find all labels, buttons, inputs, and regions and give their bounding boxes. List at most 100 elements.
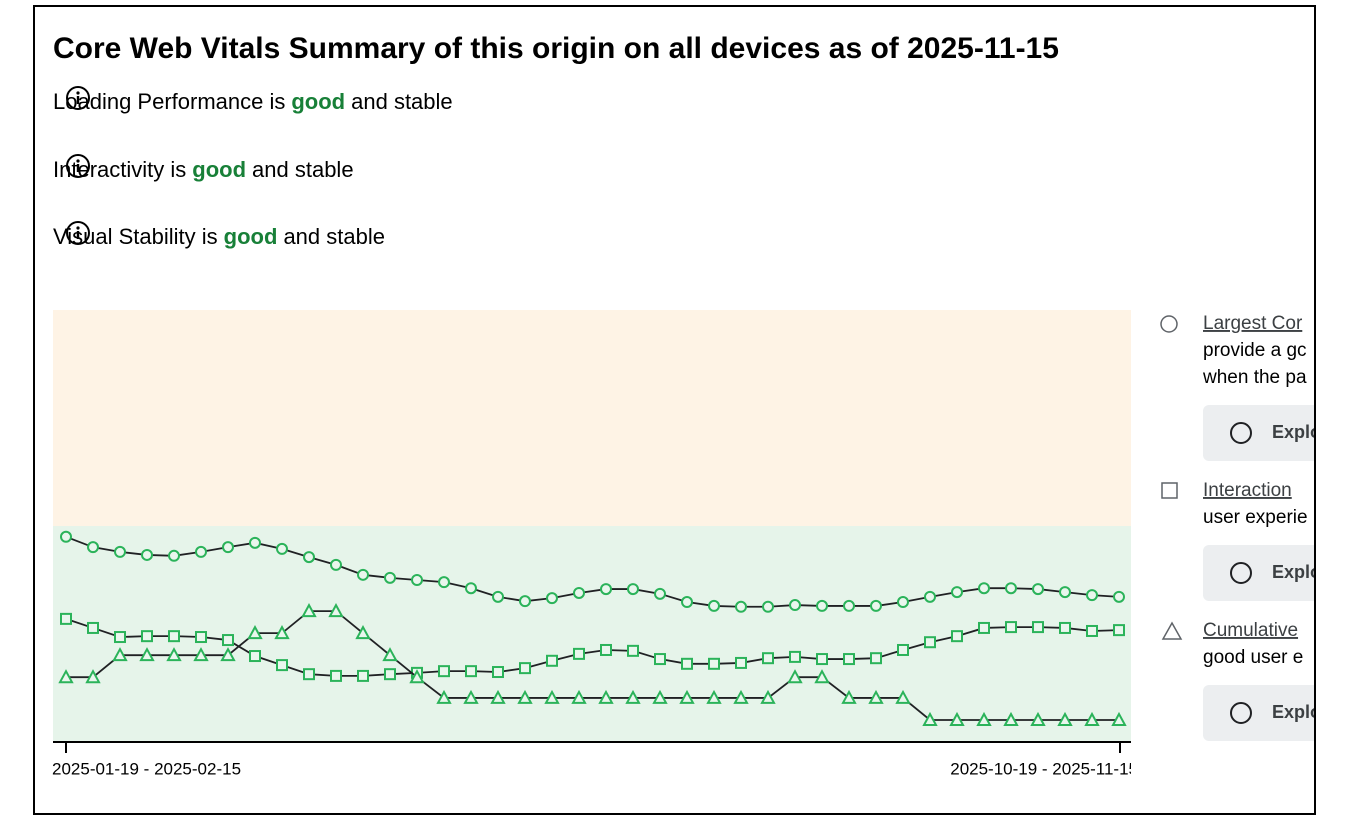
data-point xyxy=(1111,711,1127,726)
data-point xyxy=(1003,711,1019,726)
data-point xyxy=(1086,624,1098,637)
status-text: and stable xyxy=(283,224,385,249)
data-point xyxy=(60,612,72,625)
data-point xyxy=(951,630,963,643)
data-point xyxy=(870,599,882,612)
threshold-band xyxy=(53,526,1131,742)
button-label: Explo xyxy=(1272,702,1316,722)
series xyxy=(60,612,1125,682)
status-text: Visual Stability is xyxy=(53,224,218,249)
series xyxy=(60,530,1125,613)
data-point xyxy=(843,599,855,612)
legend-icon xyxy=(1161,482,1178,499)
button-label: Explo xyxy=(1272,422,1316,442)
data-point xyxy=(193,647,209,662)
data-point xyxy=(600,643,612,656)
data-point xyxy=(87,541,99,554)
explore-button[interactable] xyxy=(1203,685,1316,741)
data-point xyxy=(409,669,425,684)
data-point xyxy=(195,631,207,644)
data-point xyxy=(762,652,774,665)
data-point xyxy=(733,689,749,704)
title: Core Web Vitals Summary of this origin o… xyxy=(53,32,1059,65)
data-point xyxy=(922,711,938,726)
data-point xyxy=(573,647,585,660)
data-point xyxy=(1032,621,1044,634)
data-point xyxy=(328,603,344,618)
data-point xyxy=(168,630,180,643)
data-point xyxy=(166,647,182,662)
legend-description: good user e xyxy=(1203,647,1303,668)
data-point xyxy=(1032,583,1044,596)
data-point xyxy=(519,662,531,675)
data-point xyxy=(465,582,477,595)
data-point xyxy=(654,653,666,666)
data-point xyxy=(1059,621,1071,634)
data-point xyxy=(924,590,936,603)
data-point xyxy=(895,689,911,704)
status-rating: good xyxy=(223,224,278,249)
data-point xyxy=(787,669,803,684)
chart: 2025-01-19 - 2025-02-15 2025-10-19 - 2025… xyxy=(52,310,1316,778)
legend-icon xyxy=(1160,315,1178,333)
status-text: Interactivity is xyxy=(53,156,187,182)
data-point xyxy=(195,545,207,558)
data-point xyxy=(517,689,533,704)
data-point xyxy=(58,669,74,684)
data-point xyxy=(249,536,261,549)
legend-link[interactable]: Largest Cor xyxy=(1203,313,1303,334)
data-point xyxy=(706,689,722,704)
data-point xyxy=(843,653,855,666)
data-point xyxy=(544,689,560,704)
data-point xyxy=(112,647,128,662)
info-icon[interactable] xyxy=(65,85,91,111)
x-tick-label: 2025-10-19 - 2025-11-15 xyxy=(950,759,1138,778)
data-point xyxy=(301,603,317,618)
data-point xyxy=(546,654,558,667)
explore-button[interactable] xyxy=(1203,405,1316,461)
data-point xyxy=(222,634,234,647)
data-point xyxy=(708,657,720,670)
data-point xyxy=(249,650,261,663)
data-point xyxy=(1030,711,1046,726)
info-icon[interactable] xyxy=(65,153,91,179)
data-point xyxy=(1059,586,1071,599)
data-point xyxy=(114,545,126,558)
data-point xyxy=(490,689,506,704)
data-point xyxy=(598,689,614,704)
legend-link[interactable]: Interaction xyxy=(1203,480,1292,501)
data-point xyxy=(139,647,155,662)
series-line xyxy=(65,618,1120,677)
legend-description: when the pa xyxy=(1202,367,1307,388)
explore-button[interactable] xyxy=(1203,545,1316,601)
status-row: Interactivity is good and stable xyxy=(53,153,354,185)
data-point xyxy=(168,549,180,562)
status-text: and stable xyxy=(252,156,354,182)
data-point xyxy=(600,583,612,596)
data-point xyxy=(247,625,263,640)
data-point xyxy=(355,625,371,640)
data-point xyxy=(951,586,963,599)
data-point xyxy=(762,600,774,613)
series-line xyxy=(65,535,1120,608)
data-point xyxy=(436,689,452,704)
data-point xyxy=(1084,711,1100,726)
data-point xyxy=(949,711,965,726)
legend-link[interactable]: Cumulative xyxy=(1203,620,1298,641)
data-point xyxy=(735,656,747,669)
status-text: and stable xyxy=(351,89,453,114)
data-point xyxy=(978,621,990,634)
status-rating: good xyxy=(291,89,346,114)
data-point xyxy=(625,689,641,704)
legend-icon xyxy=(1161,621,1183,640)
data-point xyxy=(789,599,801,612)
data-point xyxy=(438,665,450,678)
legend-description: provide a gc xyxy=(1203,340,1307,361)
data-point xyxy=(681,657,693,670)
data-point xyxy=(870,652,882,665)
info-icon[interactable] xyxy=(65,220,91,246)
button-icon xyxy=(1230,562,1252,584)
data-point xyxy=(519,595,531,608)
data-point xyxy=(679,689,695,704)
data-point xyxy=(411,574,423,586)
